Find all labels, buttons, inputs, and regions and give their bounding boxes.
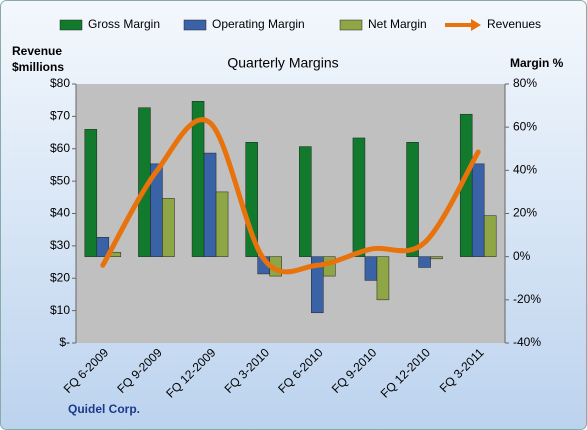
- y2-tick-label: 80%: [513, 76, 537, 90]
- bar: [471, 163, 485, 257]
- y2-axis-label: Margin %: [510, 56, 564, 70]
- y-tick-label: $50: [50, 173, 70, 187]
- legend-swatch: [471, 19, 481, 31]
- y2-tick-label: 0%: [513, 249, 531, 263]
- y-tick-label: $30: [50, 238, 70, 252]
- y2-tick-label: -40%: [513, 335, 541, 349]
- y-tick-label: $60: [50, 141, 70, 155]
- legend-label: Operating Margin: [212, 17, 305, 31]
- y-axis-label: $millions: [12, 60, 64, 74]
- bar: [84, 129, 98, 257]
- y2-tick-label: 60%: [513, 119, 537, 133]
- bar: [162, 198, 175, 257]
- chart-title: Quarterly Margins: [227, 55, 338, 71]
- y-tick-label: $70: [50, 109, 70, 123]
- bar: [215, 191, 229, 257]
- legend-label: Revenues: [487, 17, 541, 31]
- bar: [96, 236, 110, 257]
- bar: [203, 152, 217, 257]
- bar: [311, 256, 324, 314]
- legend-label: Net Margin: [368, 17, 427, 31]
- y-tick-label: $40: [50, 206, 70, 220]
- bar: [352, 137, 366, 257]
- y-tick-label: $80: [50, 76, 70, 90]
- y-axis-label: Revenue: [12, 44, 62, 58]
- bar: [406, 142, 419, 257]
- bar: [483, 215, 497, 257]
- bar: [376, 256, 390, 301]
- legend-swatch: [59, 19, 83, 31]
- y-tick-label: $20: [50, 270, 70, 284]
- annotation: Quidel Corp.: [68, 402, 140, 416]
- bar: [299, 146, 312, 257]
- legend-swatch: [339, 19, 363, 31]
- y2-tick-label: 20%: [513, 206, 537, 220]
- y2-tick-label: 40%: [513, 163, 537, 177]
- legend-label: Gross Margin: [88, 17, 160, 31]
- bar: [364, 256, 378, 281]
- legend-swatch: [183, 19, 207, 31]
- y2-tick-label: -20%: [513, 292, 541, 306]
- bar: [430, 256, 443, 260]
- line: [100, 117, 481, 275]
- bar: [418, 256, 431, 268]
- y-tick-label: $-: [59, 335, 70, 349]
- y-tick-label: $10: [50, 303, 70, 317]
